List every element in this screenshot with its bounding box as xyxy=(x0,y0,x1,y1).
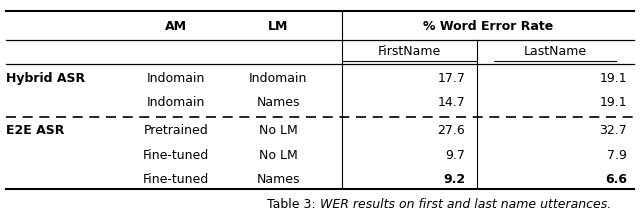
Text: Fine-tuned: Fine-tuned xyxy=(143,173,209,186)
Text: No LM: No LM xyxy=(259,124,298,137)
Text: Indomain: Indomain xyxy=(249,72,308,85)
Text: LM: LM xyxy=(268,20,289,33)
Text: Indomain: Indomain xyxy=(147,96,205,109)
Text: 9.2: 9.2 xyxy=(443,173,465,186)
Text: FirstName: FirstName xyxy=(378,45,441,58)
Text: 17.7: 17.7 xyxy=(437,72,465,85)
Text: 9.7: 9.7 xyxy=(445,149,465,162)
Text: No LM: No LM xyxy=(259,149,298,162)
Text: Names: Names xyxy=(257,96,300,109)
Text: E2E ASR: E2E ASR xyxy=(6,124,65,137)
Text: AM: AM xyxy=(165,20,187,33)
Text: % Word Error Rate: % Word Error Rate xyxy=(423,20,553,33)
Text: Pretrained: Pretrained xyxy=(143,124,209,137)
Text: Indomain: Indomain xyxy=(147,72,205,85)
Text: WER results on first and last name utterances.: WER results on first and last name utter… xyxy=(320,198,611,211)
Text: 14.7: 14.7 xyxy=(438,96,465,109)
Text: Fine-tuned: Fine-tuned xyxy=(143,149,209,162)
Text: 32.7: 32.7 xyxy=(600,124,627,137)
Text: Hybrid ASR: Hybrid ASR xyxy=(6,72,86,85)
Text: 19.1: 19.1 xyxy=(600,72,627,85)
Text: LastName: LastName xyxy=(524,45,587,58)
Text: Table 3:: Table 3: xyxy=(268,198,320,211)
Text: 7.9: 7.9 xyxy=(607,149,627,162)
Text: Names: Names xyxy=(257,173,300,186)
Text: 19.1: 19.1 xyxy=(600,96,627,109)
Text: 27.6: 27.6 xyxy=(438,124,465,137)
Text: 6.6: 6.6 xyxy=(605,173,627,186)
